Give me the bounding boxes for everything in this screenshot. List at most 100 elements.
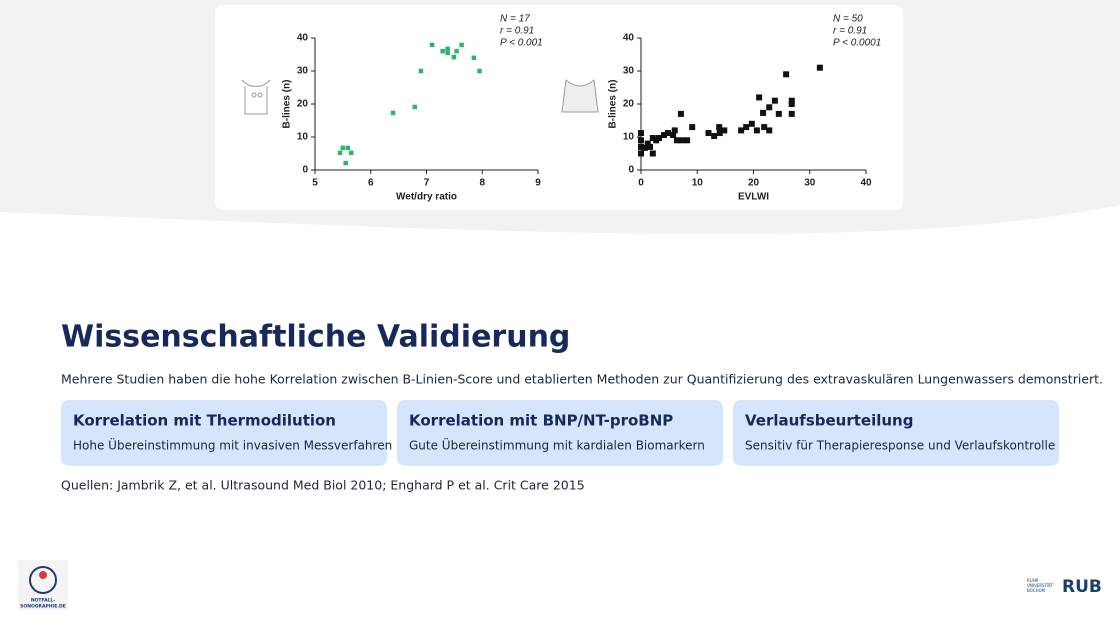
point — [412, 104, 418, 110]
point — [348, 150, 354, 156]
point — [440, 48, 445, 54]
point — [638, 150, 644, 157]
point — [390, 110, 396, 116]
y-tick-label: 30 — [623, 66, 635, 77]
x-tick-label: 8 — [479, 178, 485, 189]
x-tick-label: 0 — [638, 178, 644, 189]
point — [638, 137, 644, 144]
point — [674, 137, 680, 144]
slide-title: Wissenschaftliche Validierung — [61, 320, 570, 355]
point — [451, 54, 457, 60]
point — [766, 127, 773, 134]
x-tick-label: 9 — [535, 178, 541, 189]
point — [641, 144, 648, 151]
point — [671, 127, 678, 134]
y-tick-label: 30 — [297, 66, 309, 77]
card-title: Verlaufsbeurteilung — [745, 412, 913, 430]
point — [716, 124, 723, 131]
point — [748, 120, 755, 127]
point — [418, 68, 424, 74]
point — [689, 124, 696, 131]
y-tick-label: 20 — [297, 99, 309, 110]
point — [665, 130, 671, 137]
point — [454, 48, 459, 54]
y-tick-label: 40 — [297, 33, 309, 44]
logo-left-box — [18, 560, 68, 610]
point — [775, 110, 782, 117]
point — [677, 110, 684, 117]
point — [647, 143, 653, 150]
x-tick-label: 40 — [860, 178, 872, 189]
logo-right-text: BOCHUM — [1027, 588, 1046, 593]
point — [445, 46, 450, 52]
y-tick-label: 20 — [623, 99, 635, 110]
y-axis-label: B-lines (n) — [282, 80, 293, 129]
point — [345, 145, 351, 151]
point — [716, 130, 723, 137]
point — [656, 134, 662, 141]
y-tick-label: 10 — [623, 132, 635, 143]
logo-right-text: UNIVERSITÄT — [1027, 583, 1053, 588]
point — [753, 127, 760, 134]
point — [649, 150, 656, 157]
logo-right-mark: RUB — [1062, 577, 1102, 597]
y-tick-label: 10 — [297, 132, 309, 143]
card — [733, 400, 1059, 466]
point — [761, 124, 768, 131]
point — [670, 132, 677, 139]
point — [788, 110, 795, 117]
point — [429, 42, 435, 48]
logo-right-text: RUHR — [1027, 578, 1039, 583]
x-tick-label: 6 — [368, 178, 374, 189]
x-tick-label: 20 — [748, 178, 760, 189]
point — [638, 130, 644, 137]
logo-left-text: NOTFALL- — [31, 598, 55, 604]
y-tick-label: 0 — [302, 165, 308, 176]
torso-icon — [241, 79, 271, 115]
point — [788, 97, 795, 104]
torso-icon — [561, 79, 599, 113]
point — [816, 64, 823, 71]
logo-left-icon — [39, 571, 47, 579]
point — [638, 143, 644, 150]
card-text: Sensitiv für Therapieresponse und Verlau… — [745, 439, 1055, 453]
figure-card — [215, 5, 903, 210]
point — [471, 55, 477, 61]
sources: Quellen: Jambrik Z, et al. Ultrasound Me… — [61, 478, 585, 493]
y-tick-label: 0 — [628, 165, 634, 176]
x-tick-label: 10 — [692, 178, 704, 189]
annotation: P < 0.001 — [500, 38, 543, 49]
point — [738, 127, 745, 134]
point — [337, 150, 343, 156]
point — [684, 137, 691, 144]
annotation: r = 0.91 — [833, 26, 867, 37]
point — [661, 132, 668, 139]
x-tick-label: 5 — [312, 178, 318, 189]
point — [760, 109, 767, 116]
card — [61, 400, 387, 466]
x-axis-label: Wet/dry ratio — [396, 192, 457, 203]
card-title: Korrelation mit BNP/NT-proBNP — [409, 412, 673, 430]
x-tick-label: 7 — [424, 178, 430, 189]
point — [766, 104, 773, 111]
y-tick-label: 40 — [623, 33, 635, 44]
card — [397, 400, 723, 466]
point — [743, 124, 750, 131]
annotation: N = 50 — [833, 14, 863, 25]
point — [343, 160, 348, 166]
point — [711, 133, 718, 140]
point — [459, 42, 464, 48]
point — [477, 68, 482, 74]
point — [783, 71, 790, 78]
point — [788, 101, 795, 107]
point — [649, 134, 656, 141]
x-axis-label: EVLWI — [738, 192, 769, 203]
annotation: r = 0.91 — [500, 26, 534, 37]
point — [756, 94, 763, 101]
annotation: N = 17 — [500, 14, 530, 25]
card-text: Hohe Übereinstimmung mit invasiven Messv… — [73, 437, 392, 453]
logo-left-text: SONOGRAPHIE.DE — [20, 604, 66, 610]
logo-left-icon — [29, 566, 57, 594]
card-title: Korrelation mit Thermodilution — [73, 412, 336, 430]
